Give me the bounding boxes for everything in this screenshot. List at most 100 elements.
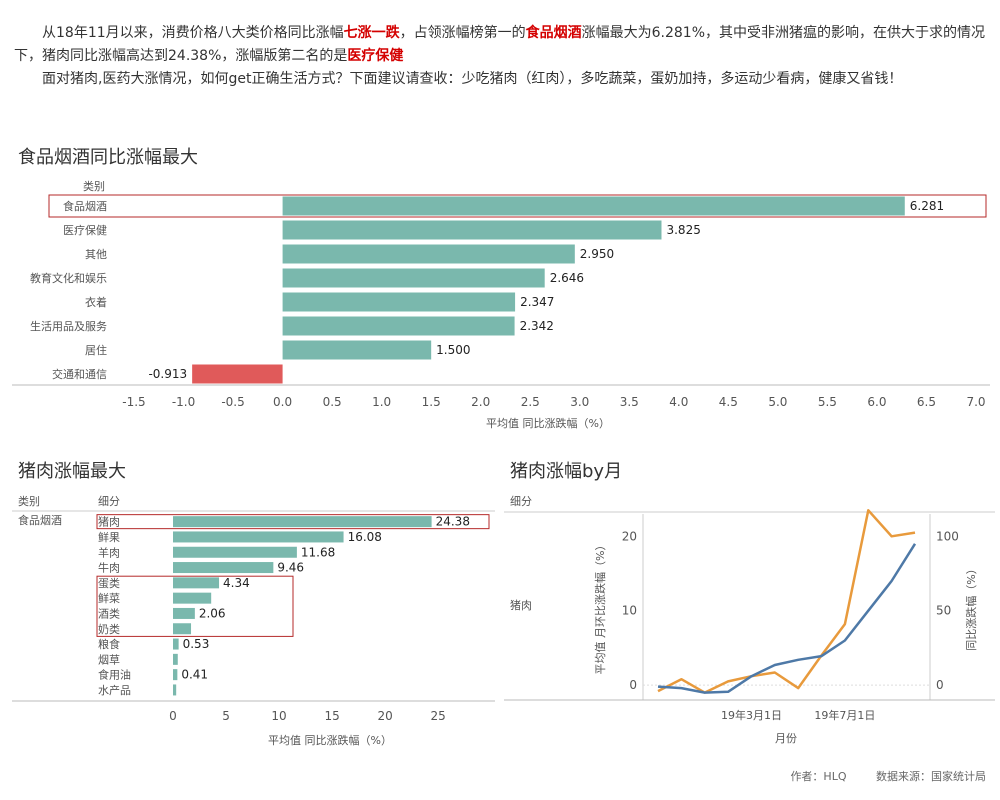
- category-label: 教育文化和娱乐: [30, 271, 107, 285]
- x-tick-label: 6.5: [917, 395, 936, 409]
- chart2-title: 猪肉涨幅最大: [18, 461, 126, 482]
- x-tick-label: 19年3月1日: [721, 708, 782, 722]
- bar: [173, 562, 274, 574]
- data-label: -0.913: [148, 367, 187, 381]
- x-tick-label: 0.0: [273, 395, 292, 409]
- group-highlight-box: [96, 575, 294, 637]
- x-tick-label: 19年7月1日: [814, 708, 875, 722]
- x-tick-label: 2.0: [471, 395, 490, 409]
- x-tick-label: 20: [378, 709, 393, 723]
- bar: [173, 653, 178, 665]
- x-axis-label: 月份: [775, 732, 797, 745]
- x-tick-label: 3.0: [570, 395, 589, 409]
- intro-text-part: 从18年11月以来，消费价格八大类价格同比涨幅: [42, 25, 344, 41]
- bar: [282, 244, 575, 264]
- subcategory-header: 细分: [510, 495, 532, 508]
- subcategory-label: 羊肉: [98, 545, 120, 559]
- x-tick-label: -1.0: [172, 395, 195, 409]
- bar: [173, 684, 177, 696]
- highlight-box: [48, 194, 987, 218]
- intro-text: 从18年11月以来，消费价格八大类价格同比涨幅七涨一跌，占领涨幅榜第一的食品烟酒…: [14, 22, 986, 91]
- y-left-tick-label: 10: [622, 604, 637, 618]
- data-label: 6.281: [910, 199, 944, 213]
- data-label: 2.342: [520, 319, 554, 333]
- category-header: 类别: [83, 179, 105, 193]
- x-axis-label: 平均值 同比涨跌幅（%）: [268, 733, 392, 747]
- category-label: 生活用品及服务: [30, 319, 107, 333]
- data-label: 11.68: [301, 545, 335, 559]
- y-right-tick-label: 50: [936, 604, 951, 618]
- y-left-axis-label: 平均值 月环比涨跌幅（%）: [593, 540, 607, 675]
- bar: [282, 268, 545, 288]
- subcategory-label: 食用油: [98, 668, 131, 682]
- bar: [173, 607, 195, 619]
- intro-text-part: 涨幅最大为6.281%，其中受非洲猪瘟的影响，在供大于求的情况下，猪肉同比涨幅高…: [14, 25, 986, 64]
- bar: [173, 516, 432, 528]
- x-tick-label: 0: [169, 709, 177, 723]
- bar: [282, 316, 515, 336]
- subcategory-label: 鲜果: [98, 530, 120, 544]
- subcategory-label: 奶类: [98, 622, 120, 636]
- y-left-tick-label: 20: [622, 529, 637, 543]
- y-right-axis-label: 同比涨跌幅（%）: [964, 563, 978, 650]
- bar: [173, 592, 212, 604]
- category-label: 其他: [85, 248, 107, 261]
- data-label: 2.646: [550, 271, 584, 285]
- category-label: 衣着: [85, 295, 107, 309]
- data-label: 4.34: [223, 576, 250, 590]
- intro-highlight-2: 食品烟酒: [525, 25, 582, 41]
- series-line-yoy: [657, 543, 917, 694]
- highlight-box: [96, 514, 490, 530]
- x-tick-label: 4.0: [669, 395, 688, 409]
- x-tick-label: 4.5: [719, 395, 738, 409]
- data-label: 0.41: [181, 668, 208, 682]
- x-tick-label: 5.0: [768, 395, 787, 409]
- subcategory-label: 酒类: [98, 606, 120, 620]
- x-tick-label: 10: [271, 709, 286, 723]
- bar: [282, 340, 432, 360]
- intro-paragraph-2: 面对猪肉,医药大涨情况，如何get正确生活方式？下面建议请查收：少吃猪肉（红肉）…: [14, 68, 986, 91]
- bar: [282, 196, 905, 216]
- series-line-mom: [657, 509, 916, 694]
- bar: [282, 292, 516, 312]
- chart1-title: 食品烟酒同比涨幅最大: [18, 147, 198, 168]
- author-label: 作者：HLQ: [790, 770, 847, 783]
- data-label: 0.53: [183, 637, 210, 651]
- x-tick-label: 25: [431, 709, 446, 723]
- subcategory-label: 蛋类: [98, 576, 120, 590]
- subcategory-label: 水产品: [98, 683, 131, 697]
- x-tick-label: 2.5: [521, 395, 540, 409]
- row-label: 猪肉: [510, 599, 532, 612]
- bar: [192, 364, 283, 384]
- intro-highlight-1: 七涨一跌: [343, 25, 400, 41]
- subcategory-label: 猪肉: [98, 516, 120, 529]
- category-label: 居住: [85, 343, 107, 357]
- group-label: 食品烟酒: [18, 513, 62, 527]
- y-right-tick-label: 100: [936, 529, 959, 543]
- data-label: 2.06: [199, 606, 226, 620]
- source-label: 数据来源：国家统计局: [876, 770, 986, 783]
- intro-paragraph-1: 从18年11月以来，消费价格八大类价格同比涨幅七涨一跌，占领涨幅榜第一的食品烟酒…: [14, 22, 986, 68]
- data-label: 1.500: [436, 343, 470, 357]
- y-right-tick-label: 0: [936, 678, 944, 692]
- x-tick-label: 1.0: [372, 395, 391, 409]
- data-label: 16.08: [348, 530, 382, 544]
- x-tick-label: 6.0: [867, 395, 886, 409]
- intro-text-part: ，占领涨幅榜第一的: [399, 25, 526, 41]
- category-header: 类别: [18, 494, 40, 508]
- y-left-tick-label: 0: [629, 678, 637, 692]
- data-label: 3.825: [666, 223, 700, 237]
- x-tick-label: -0.5: [221, 395, 244, 409]
- bar: [173, 577, 220, 589]
- x-tick-label: 3.5: [620, 395, 639, 409]
- x-tick-label: 1.5: [422, 395, 441, 409]
- bar: [173, 638, 179, 650]
- bar: [173, 623, 192, 635]
- category-label: 食品烟酒: [63, 199, 107, 213]
- x-tick-label: 15: [324, 709, 339, 723]
- intro-highlight-3: 医疗保健: [347, 48, 404, 64]
- category-label: 医疗保健: [63, 223, 107, 237]
